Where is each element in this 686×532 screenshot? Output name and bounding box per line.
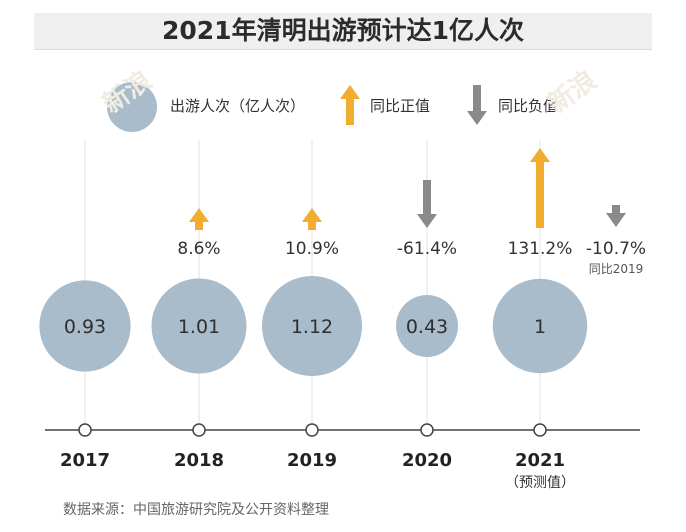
change-arrow-down bbox=[417, 180, 437, 228]
change-label: 131.2% bbox=[508, 239, 573, 259]
change-arrow-down bbox=[606, 205, 626, 227]
bubble-value-label: 0.43 bbox=[406, 316, 448, 338]
legend-bubble-label: 出游人次（亿人次） bbox=[170, 97, 306, 115]
legend-up-label: 同比正值 bbox=[370, 97, 431, 115]
bubble bbox=[151, 278, 247, 374]
category-label: 2017 bbox=[60, 450, 110, 471]
bubble-value-label: 1.12 bbox=[291, 316, 333, 338]
bubble bbox=[262, 276, 362, 376]
axis-tick-marker bbox=[533, 423, 547, 437]
legend-bubble-swatch bbox=[107, 82, 157, 132]
change-arrow-up bbox=[189, 208, 209, 230]
chart-title: 2021年清明出游预计达1亿人次 bbox=[162, 16, 524, 45]
bubble bbox=[39, 280, 131, 372]
change-label: -61.4% bbox=[397, 239, 457, 259]
change-label: 10.9% bbox=[285, 239, 339, 259]
change-label: -10.7% bbox=[586, 239, 646, 259]
category-label: 2019 bbox=[287, 450, 337, 471]
change-arrow-up bbox=[530, 148, 550, 228]
bubble bbox=[492, 278, 588, 374]
category-label: 2020 bbox=[402, 450, 452, 471]
bubble-value-label: 1.01 bbox=[178, 316, 220, 338]
title-bar bbox=[34, 13, 652, 50]
legend-down-label: 同比负值 bbox=[498, 97, 559, 115]
down-arrow-icon bbox=[467, 85, 487, 125]
category-label: 2018 bbox=[174, 450, 224, 471]
axis-tick-marker bbox=[78, 423, 92, 437]
category-note: （预测值） bbox=[505, 475, 575, 491]
source-note: 数据来源：中国旅游研究院及公开资料整理 bbox=[63, 502, 329, 518]
axis-tick-marker bbox=[305, 423, 319, 437]
bubble-value-label: 0.93 bbox=[64, 316, 106, 338]
bubble-value-label: 1 bbox=[534, 316, 546, 338]
bubble bbox=[396, 295, 458, 357]
axis-tick-marker bbox=[420, 423, 434, 437]
axis-tick-marker bbox=[192, 423, 206, 437]
change-arrow-up bbox=[302, 208, 322, 230]
change-note: 同比2019 bbox=[589, 262, 644, 276]
change-label: 8.6% bbox=[177, 239, 220, 259]
category-label: 2021 bbox=[515, 450, 565, 471]
up-arrow-icon bbox=[340, 85, 360, 125]
